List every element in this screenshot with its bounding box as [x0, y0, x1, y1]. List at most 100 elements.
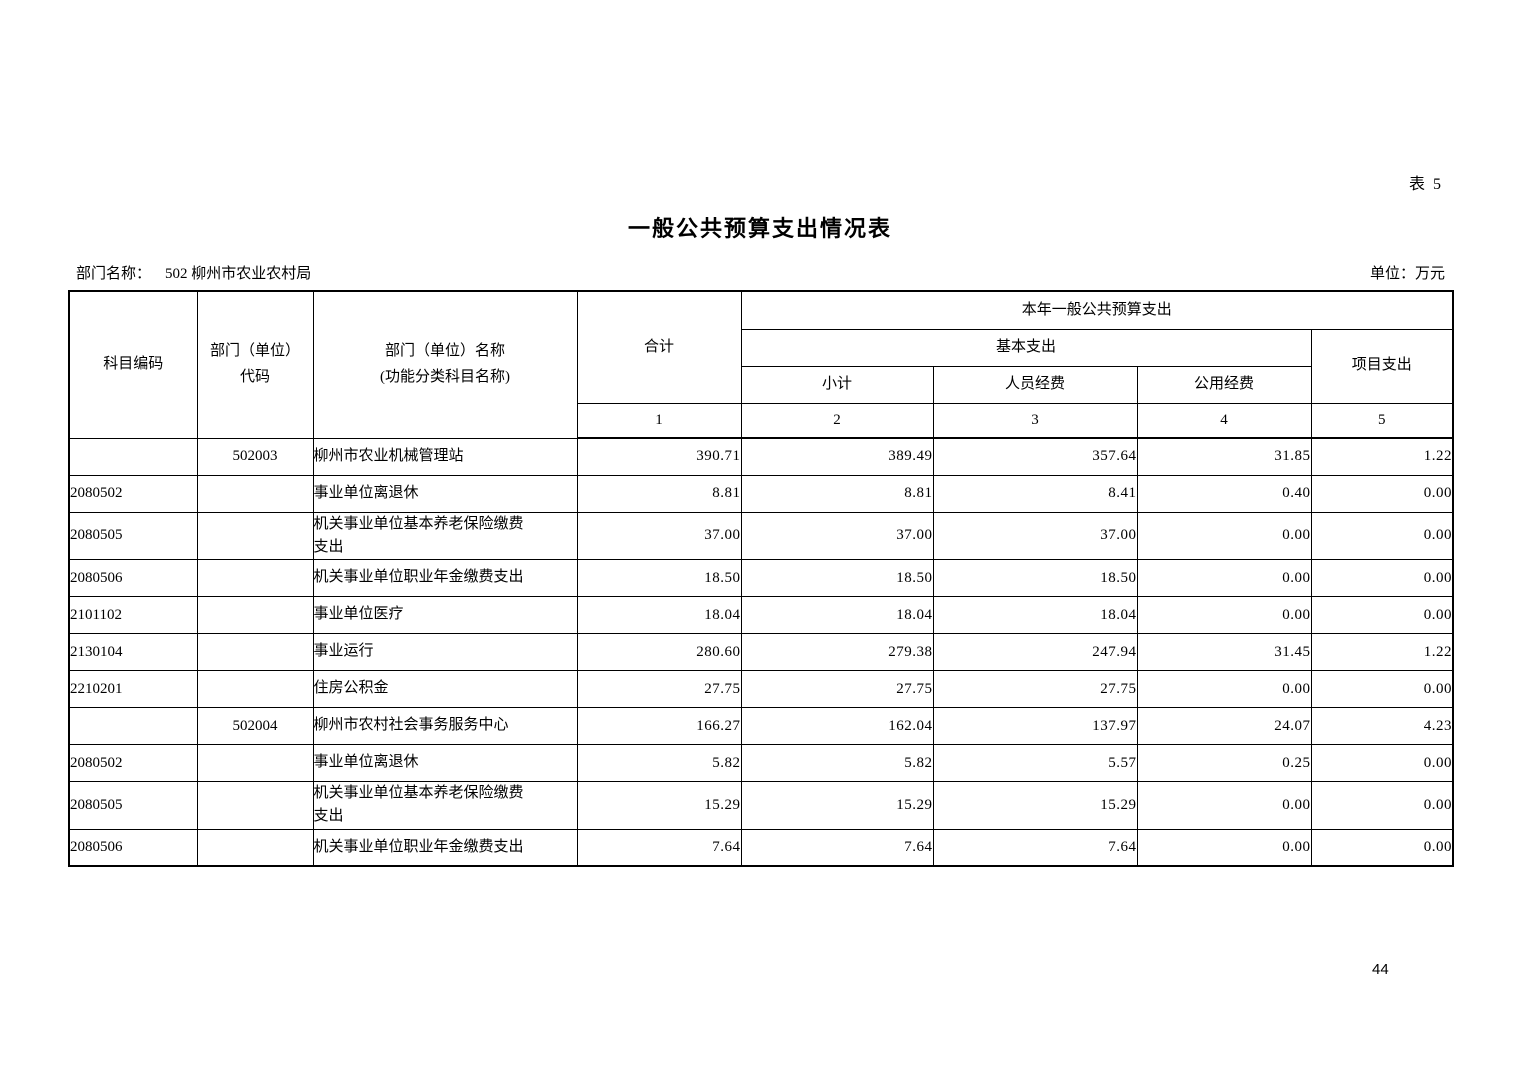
cell-org-code — [196, 744, 314, 782]
cell-personnel-funds: 357.64 — [932, 437, 1138, 476]
header-personnel: 人员经费 — [932, 365, 1138, 404]
cell-org-code — [196, 633, 314, 671]
cell-project-expense: 0.00 — [1310, 559, 1454, 597]
cell-subtotal: 279.38 — [740, 633, 934, 671]
cell-total: 5.82 — [576, 744, 742, 782]
cell-org-name: 事业单位离退休 — [312, 744, 578, 782]
cell-subtotal: 7.64 — [740, 828, 934, 867]
table-header: 科目编码 部门（单位） 代码 部门（单位）名称 (功能分类科目名称) 合计 本年… — [68, 290, 1454, 439]
header-row-3: 小计 人员经费 公用经费 — [69, 365, 1453, 404]
table-row: 2080502 事业单位离退休 8.81 8.81 8.41 0.40 0.00 — [68, 474, 1454, 513]
cell-total: 27.75 — [576, 670, 742, 708]
cell-subject-code: 2080505 — [68, 781, 198, 830]
cell-project-expense: 4.23 — [1310, 707, 1454, 745]
table-row: 502004 柳州市农村社会事务服务中心 166.27 162.04 137.97 24.… — [68, 707, 1454, 745]
cell-org-code — [196, 474, 314, 513]
header-total: 合计 — [576, 290, 742, 404]
department-line: 部门名称： 502 柳州市农业农村局 — [76, 262, 311, 283]
cell-project-expense: 0.00 — [1310, 828, 1454, 867]
budget-expenditure-table: 科目编码 部门（单位） 代码 部门（单位）名称 (功能分类科目名称) 合计 本年… — [68, 290, 1455, 867]
cell-project-expense: 1.22 — [1310, 633, 1454, 671]
cell-subject-code: 2080502 — [68, 744, 198, 782]
cell-total: 390.71 — [576, 437, 742, 476]
cell-project-expense: 0.00 — [1310, 474, 1454, 513]
header-col-number-4: 4 — [1136, 402, 1312, 439]
cell-org-name: 事业运行 — [312, 633, 578, 671]
cell-org-name: 机关事业单位基本养老保险缴费 支出 — [312, 781, 578, 830]
cell-subject-code: 2080506 — [68, 828, 198, 867]
table-row: 2080506 机关事业单位职业年金缴费支出 18.50 18.50 18.50 0.00… — [68, 559, 1454, 597]
cell-public-funds: 31.85 — [1136, 437, 1312, 476]
cell-subtotal: 15.29 — [740, 781, 934, 830]
cell-project-expense: 0.00 — [1310, 511, 1454, 560]
cell-project-expense: 0.00 — [1310, 670, 1454, 708]
cell-public-funds: 0.00 — [1136, 559, 1312, 597]
cell-project-expense: 0.00 — [1310, 781, 1454, 830]
header-subtotal: 小计 — [740, 365, 934, 404]
header-col-number-3: 3 — [932, 402, 1138, 439]
cell-subtotal: 37.00 — [740, 511, 934, 560]
header-col-number-2: 2 — [740, 402, 934, 439]
table-body: 502003 柳州市农业机械管理站 390.71 389.49 357.64 31.85 1… — [68, 437, 1454, 867]
cell-subtotal: 27.75 — [740, 670, 934, 708]
cell-org-code: 502003 — [196, 437, 314, 476]
cell-personnel-funds: 18.50 — [932, 559, 1138, 597]
cell-personnel-funds: 8.41 — [932, 474, 1138, 513]
cell-total: 18.04 — [576, 596, 742, 634]
cell-org-code — [196, 781, 314, 830]
table-row: 2130104 事业运行 280.60 279.38 247.94 31.45 1.22 — [68, 633, 1454, 671]
cell-personnel-funds: 5.57 — [932, 744, 1138, 782]
cell-total: 7.64 — [576, 828, 742, 867]
page-number: 44 — [1372, 961, 1389, 978]
cell-org-code — [196, 670, 314, 708]
header-row-1: 科目编码 部门（单位） 代码 部门（单位）名称 (功能分类科目名称) 合计 本年… — [68, 290, 1454, 439]
cell-total: 166.27 — [576, 707, 742, 745]
cell-public-funds: 31.45 — [1136, 633, 1312, 671]
cell-public-funds: 0.00 — [1136, 511, 1312, 560]
cell-total: 15.29 — [576, 781, 742, 830]
cell-subject-code: 2101102 — [68, 596, 198, 634]
cell-org-name: 事业单位离退休 — [312, 474, 578, 513]
header-basic-group: 基本支出 — [740, 328, 1312, 367]
unit-label: 单位：万元 — [1369, 266, 1445, 282]
header-public-funds: 公用经费 — [1136, 365, 1312, 404]
cell-org-code — [196, 511, 314, 560]
header-row-numbers: 1 2 3 4 5 — [69, 402, 1454, 439]
cell-org-name: 住房公积金 — [312, 670, 578, 708]
cell-project-expense: 0.00 — [1310, 744, 1454, 782]
cell-org-code: 502004 — [196, 707, 314, 745]
header-subject-code: 科目编码 — [68, 290, 198, 439]
table-row: 2080502 事业单位离退休 5.82 5.82 5.57 0.25 0.00 — [68, 744, 1454, 782]
header-project: 项目支出 — [1310, 328, 1454, 404]
cell-total: 18.50 — [576, 559, 742, 597]
cell-total: 37.00 — [576, 511, 742, 560]
header-current-year-group: 本年一般公共预算支出 — [740, 290, 1454, 330]
cell-total: 280.60 — [576, 633, 742, 671]
table-row: 2080506 机关事业单位职业年金缴费支出 7.64 7.64 7.64 0.00 0.0… — [68, 828, 1454, 867]
cell-public-funds: 0.00 — [1136, 670, 1312, 708]
table-row: 2080505 机关事业单位基本养老保险缴费 支出 15.29 15.29 15.29 0… — [68, 781, 1454, 830]
header-col-number-5: 5 — [1310, 402, 1454, 439]
table-row: 2101102 事业单位医疗 18.04 18.04 18.04 0.00 0.00 — [68, 596, 1454, 634]
cell-org-code — [196, 828, 314, 867]
cell-subject-code — [68, 437, 198, 476]
cell-public-funds: 0.00 — [1136, 828, 1312, 867]
cell-public-funds: 0.25 — [1136, 744, 1312, 782]
cell-public-funds: 0.00 — [1136, 596, 1312, 634]
department-value: 502 柳州市农业农村局 — [165, 266, 312, 282]
cell-personnel-funds: 27.75 — [932, 670, 1138, 708]
header-row-2: 基本支出 项目支出 — [69, 328, 1454, 404]
cell-org-code — [196, 559, 314, 597]
table-row: 2080505 机关事业单位基本养老保险缴费 支出 37.00 37.00 37.00 0… — [68, 511, 1454, 560]
cell-public-funds: 24.07 — [1136, 707, 1312, 745]
cell-org-name: 机关事业单位职业年金缴费支出 — [312, 828, 578, 867]
cell-subject-code — [68, 707, 198, 745]
header-org-code: 部门（单位） 代码 — [196, 290, 314, 439]
header-col-number-1: 1 — [576, 402, 742, 439]
sheet-label: 表 5 — [1408, 176, 1443, 193]
cell-org-name: 柳州市农村社会事务服务中心 — [312, 707, 578, 745]
cell-total: 8.81 — [576, 474, 742, 513]
cell-personnel-funds: 37.00 — [932, 511, 1138, 560]
cell-subject-code: 2080505 — [68, 511, 198, 560]
